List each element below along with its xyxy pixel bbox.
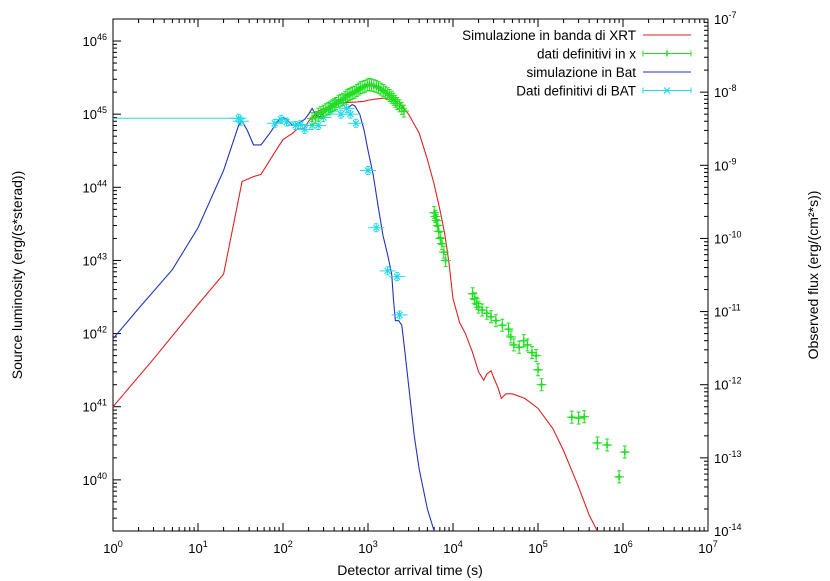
legend-label: Simulazione in banda di XRT bbox=[462, 28, 636, 43]
data-point bbox=[490, 314, 501, 328]
y-tick-label: 1043 bbox=[83, 251, 107, 268]
data-point bbox=[310, 111, 321, 125]
legend-item: dati definitivi in x bbox=[537, 47, 692, 62]
data-point bbox=[278, 117, 295, 127]
series-layer bbox=[112, 77, 630, 532]
x-axis-title: Detector arrival time (s) bbox=[337, 562, 482, 578]
y2-tick-label: 10-11 bbox=[714, 303, 741, 320]
data-point bbox=[342, 109, 359, 119]
y2-tick-label: 10-10 bbox=[714, 229, 741, 246]
data-point bbox=[531, 349, 542, 363]
data-point bbox=[318, 104, 329, 118]
y-tick-label: 1040 bbox=[83, 471, 107, 488]
y2-tick-label: 10-7 bbox=[714, 10, 736, 27]
y-tick-label: 1042 bbox=[83, 325, 107, 342]
data-point bbox=[375, 82, 386, 96]
data-point bbox=[614, 470, 625, 484]
data-point bbox=[522, 338, 533, 352]
data-point bbox=[592, 436, 603, 450]
y2-tick-label: 10-13 bbox=[714, 449, 741, 466]
data-point bbox=[368, 223, 385, 233]
x-tick-label: 102 bbox=[273, 539, 292, 556]
data-point bbox=[436, 237, 447, 251]
legend: Simulazione in banda di XRT dati definiti… bbox=[462, 28, 692, 99]
data-point bbox=[389, 272, 406, 282]
y2-tick-label: 10-14 bbox=[714, 522, 741, 539]
data-point bbox=[435, 231, 446, 245]
series-path bbox=[112, 100, 435, 532]
y-axis-title: Source luminosity (erg/(s*sterad)) bbox=[9, 171, 25, 380]
x-tick-label: 101 bbox=[188, 539, 207, 556]
data-point bbox=[602, 438, 613, 452]
y-tick-label: 1041 bbox=[83, 398, 107, 415]
data-point bbox=[310, 120, 327, 130]
data-point bbox=[477, 303, 488, 317]
x-tick-label: 100 bbox=[103, 539, 122, 556]
data-point bbox=[497, 318, 508, 332]
data-point bbox=[433, 224, 444, 238]
legend-item: Simulazione in banda di XRT bbox=[462, 28, 691, 43]
legend-label: dati definitivi in x bbox=[537, 47, 636, 62]
data-point bbox=[514, 340, 525, 354]
data-point bbox=[392, 96, 403, 110]
series-path bbox=[112, 97, 598, 532]
x-tick-label: 105 bbox=[528, 539, 547, 556]
data-point bbox=[347, 118, 364, 128]
data-point bbox=[503, 322, 514, 336]
legend-label: Dati definitivi di BAT bbox=[516, 84, 636, 99]
legend-item: simulazione in Bat bbox=[526, 65, 691, 80]
data-point bbox=[232, 116, 249, 126]
x-tick-label: 106 bbox=[613, 539, 632, 556]
data-point bbox=[573, 411, 584, 425]
data-point bbox=[566, 410, 577, 424]
data-point bbox=[505, 330, 516, 344]
data-point bbox=[394, 99, 405, 113]
data-point bbox=[273, 114, 290, 124]
data-point bbox=[440, 253, 451, 267]
data-point bbox=[398, 104, 409, 118]
legend-item: Dati definitivi di BAT bbox=[516, 84, 692, 99]
data-point bbox=[527, 346, 538, 360]
data-point bbox=[579, 410, 590, 424]
y2-tick-label: 10-8 bbox=[714, 83, 736, 100]
legend-label: simulazione in Bat bbox=[526, 65, 636, 80]
data-point bbox=[379, 266, 396, 276]
data-point bbox=[619, 445, 630, 459]
series-points-3 bbox=[113, 98, 408, 320]
data-point bbox=[536, 378, 547, 392]
x-tick-label: 107 bbox=[698, 539, 717, 556]
y2-axis-title: Observed flux (erg/(cm²*s)) bbox=[805, 191, 821, 360]
data-point bbox=[471, 296, 482, 310]
data-point bbox=[391, 310, 408, 320]
y-tick-label: 1045 bbox=[83, 105, 107, 122]
series-line-2 bbox=[112, 100, 435, 532]
x-tick-label: 103 bbox=[358, 539, 377, 556]
data-point bbox=[473, 300, 484, 314]
series-line-0 bbox=[112, 97, 598, 532]
data-point bbox=[508, 338, 519, 352]
data-point bbox=[360, 165, 376, 175]
y2-tick-label: 10-9 bbox=[714, 156, 736, 173]
y2-tick-label: 10-12 bbox=[714, 376, 741, 393]
series-points-1 bbox=[307, 77, 630, 484]
y-tick-label: 1046 bbox=[83, 32, 107, 49]
data-point bbox=[533, 363, 543, 377]
y-tick-label: 1044 bbox=[83, 178, 107, 195]
x-tick-label: 104 bbox=[443, 539, 462, 556]
data-point bbox=[330, 96, 341, 110]
plot-frame bbox=[112, 18, 709, 532]
ticks-layer: 100 101 102 103 104 105 106 107 1040 1041 1042 1043… bbox=[83, 10, 742, 556]
